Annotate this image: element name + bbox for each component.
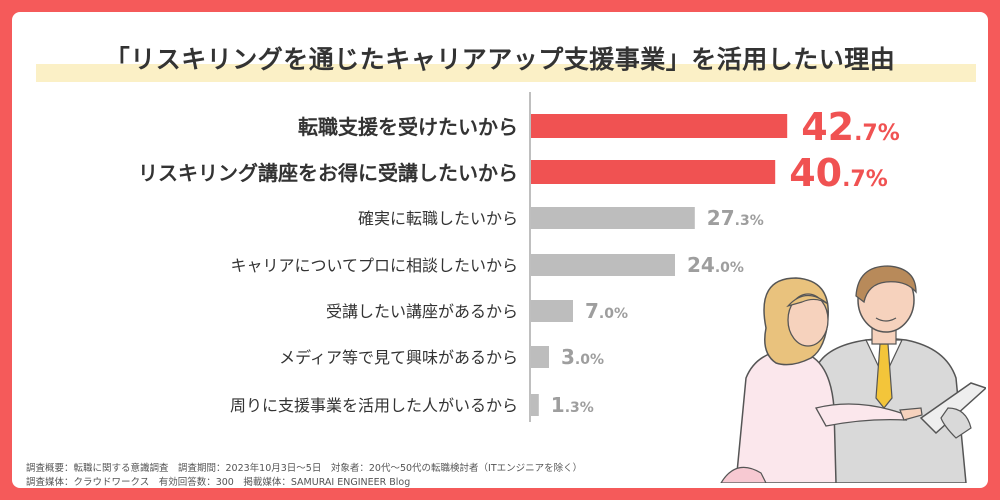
man-figure xyxy=(810,265,986,483)
bar xyxy=(531,207,695,229)
title-highlight xyxy=(36,64,976,82)
footnote-survey: 調査概要：転職に関する意識調査 調査期間：2023年10月3日〜5日 対象者：2… xyxy=(26,463,583,474)
category-label: キャリアについてプロに相談したいから xyxy=(230,256,518,275)
bar xyxy=(531,300,573,322)
category-label: 受講したい講座があるから xyxy=(326,302,518,321)
category-label: リスキリング講座をお得に受講したいから xyxy=(138,161,518,185)
value-label: 42.7% xyxy=(801,105,900,149)
bar-chart: 転職支援を受けたいから 42.7% リスキリング講座をお得に受講したいから 40.7%… xyxy=(138,92,900,422)
bar xyxy=(531,254,675,276)
business-people-illustration xyxy=(720,265,986,483)
bar xyxy=(531,394,539,416)
bar xyxy=(531,346,549,368)
category-label: 周りに支援事業を活用した人がいるから xyxy=(230,396,518,415)
chart-title: 「リスキリングを通じたキャリアアップ支援事業」を活用したい理由 xyxy=(104,45,896,74)
card: 「リスキリングを通じたキャリアアップ支援事業」を活用したい理由 転職支援を受けた… xyxy=(12,12,988,488)
value-label: 1.3% xyxy=(551,393,594,417)
value-label: 27.3% xyxy=(707,206,764,230)
category-label: 転職支援を受けたいから xyxy=(298,115,518,139)
category-label: メディア等で見て興味があるから xyxy=(279,348,518,367)
value-label: 24.0% xyxy=(687,253,744,277)
bar xyxy=(531,114,788,138)
value-label: 40.7% xyxy=(789,151,888,195)
bar xyxy=(531,160,776,184)
value-label: 7.0% xyxy=(585,299,628,323)
footnote-media: 調査媒体：クラウドワークス 有効回答数：300 掲載媒体：SAMURAI ENG… xyxy=(26,477,411,488)
category-label: 確実に転職したいから xyxy=(358,209,518,228)
value-label: 3.0% xyxy=(561,345,604,369)
woman-figure xyxy=(720,277,923,483)
